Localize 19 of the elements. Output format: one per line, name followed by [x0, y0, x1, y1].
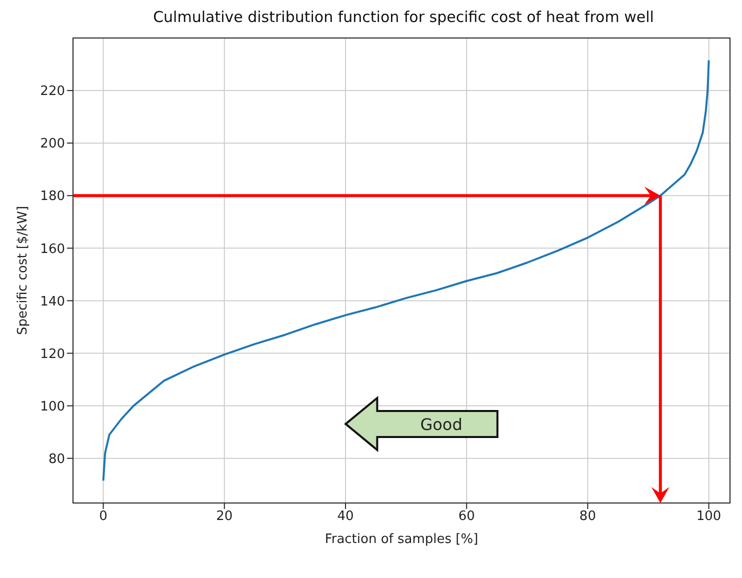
line-series [102, 59, 710, 482]
x-tick-label: 80 [579, 509, 596, 524]
y-tick-label: 80 [48, 452, 65, 467]
x-axis-title: Fraction of samples [%] [324, 532, 478, 547]
x-tick-label: 40 [337, 509, 354, 524]
y-axis-title: Specific cost [$/kW] [16, 206, 31, 336]
annotation: Good [420, 414, 462, 434]
y-tick-label: 200 [40, 136, 65, 152]
y-tick-label: 180 [40, 189, 65, 204]
x-tick-label: 20 [216, 509, 233, 524]
x-tick-label: 60 [458, 509, 475, 524]
y-tick-label: 140 [40, 294, 65, 310]
y-tick-label: 100 [40, 399, 65, 414]
y-tick-label: 220 [40, 84, 65, 100]
x-tick-label: 0 [99, 509, 108, 524]
chart-title: Culmulative distribution function for specific cost of heat from well [152, 8, 655, 28]
y-tick-label: 120 [40, 346, 65, 362]
y-tick-label: 160 [40, 242, 65, 257]
x-tick-label: 100 [696, 509, 722, 524]
